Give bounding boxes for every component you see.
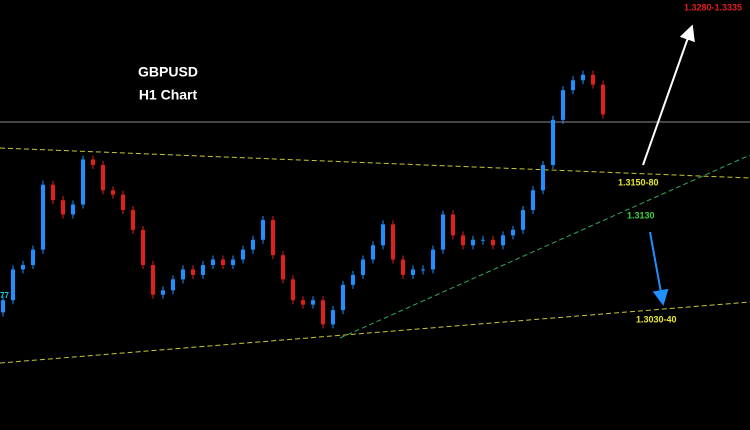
candle-body (341, 284, 345, 311)
candle-body (311, 300, 315, 305)
title: GBPUSD (138, 64, 198, 80)
candle-body (581, 74, 585, 81)
candle-body (291, 279, 295, 301)
candle-body (181, 269, 185, 280)
candle-body (161, 290, 165, 295)
annotation: 1.3280-1.3335 (684, 2, 742, 12)
candle-body (391, 224, 395, 260)
candle-body (71, 204, 75, 215)
candle-body (551, 119, 555, 165)
candle-body (431, 249, 435, 270)
candle-body (411, 269, 415, 275)
candle-body (101, 164, 105, 191)
candle-body (501, 235, 505, 246)
candle-body (201, 265, 205, 275)
candle-body (241, 249, 245, 260)
candle-body (381, 224, 385, 246)
candle-body (141, 229, 145, 266)
candle-body (271, 219, 275, 256)
candle-body (221, 259, 225, 266)
price-label: 77 (0, 291, 9, 300)
candle-body (151, 265, 155, 295)
candle-body (211, 259, 215, 266)
candle-body (251, 239, 255, 250)
candle-body (531, 190, 535, 211)
candle-body (401, 259, 405, 275)
annotation: 1.3030-40 (636, 314, 677, 324)
candle-body (481, 239, 485, 241)
candle-body (301, 300, 305, 305)
subtitle: H1 Chart (139, 87, 198, 103)
candle-body (601, 84, 605, 115)
candle-body (31, 249, 35, 266)
candle-body (111, 190, 115, 195)
candle-body (321, 300, 325, 325)
candle-body (261, 219, 265, 240)
candle-body (171, 279, 175, 291)
candle-body (231, 259, 235, 266)
candle-body (131, 210, 135, 230)
annotation: 1.3130 (627, 210, 655, 220)
candle-body (491, 239, 495, 246)
annotation: 1.3150-80 (618, 177, 659, 187)
candle-body (471, 239, 475, 246)
candle-body (561, 90, 565, 120)
candle-body (461, 235, 465, 246)
candle-body (1, 300, 5, 313)
candle-body (371, 245, 375, 260)
candle-body (351, 274, 355, 285)
candle-body (51, 184, 55, 201)
candle-body (11, 269, 15, 301)
trendline (0, 301, 750, 364)
trendline (339, 154, 750, 339)
candle-body (441, 214, 445, 250)
candle-body (421, 269, 425, 271)
candle-body (521, 210, 525, 230)
candle-body (361, 259, 365, 275)
candle-body (571, 80, 575, 91)
candle-body (591, 74, 595, 85)
candle-body (21, 265, 25, 270)
arrow-up (642, 24, 695, 166)
candle-body (41, 184, 45, 250)
candle-body (91, 159, 95, 165)
candle-body (281, 255, 285, 280)
candle-body (511, 229, 515, 236)
arrow-down (649, 231, 669, 306)
candle-body (81, 159, 85, 205)
trendline (0, 147, 750, 179)
candle-body (541, 164, 545, 191)
candle-body (331, 310, 335, 325)
candle-body (451, 214, 455, 236)
candle-body (121, 194, 125, 211)
candle-body (191, 269, 195, 275)
candles (1, 70, 605, 329)
candle-body (61, 200, 65, 215)
